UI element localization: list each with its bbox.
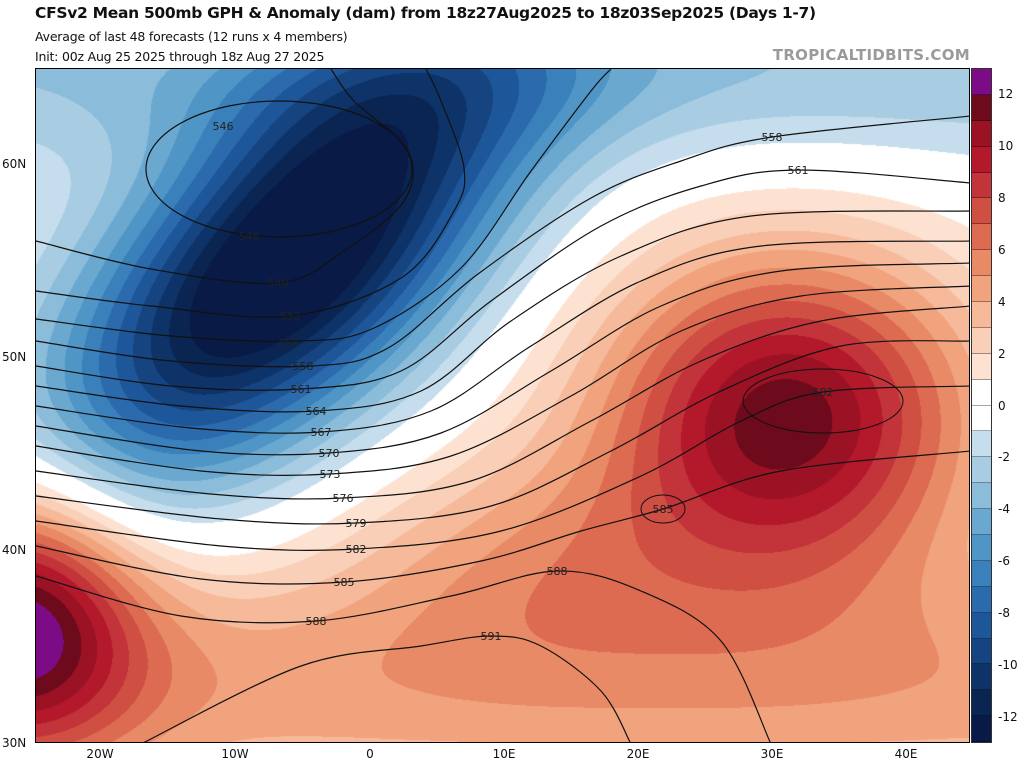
- colorbar-bin: [972, 560, 991, 587]
- contour-label: 558: [293, 360, 314, 373]
- colorbar-bin: [972, 405, 991, 432]
- lon-label-30e: 30E: [760, 747, 784, 761]
- contour-line: [36, 169, 969, 391]
- contour-line: [36, 69, 414, 285]
- lon-label-10e: 10E: [492, 747, 516, 761]
- contour-line: [143, 635, 631, 742]
- colorbar-bin: [972, 302, 991, 328]
- contour-line: [36, 240, 969, 434]
- lon-label-20w: 20W: [86, 747, 114, 761]
- lat-label-50n: 50N: [2, 350, 27, 364]
- colorbar-bin: [972, 379, 991, 406]
- colorbar-bin: [972, 353, 991, 380]
- contour-label: 561: [291, 383, 312, 396]
- anomaly-field: [36, 69, 969, 742]
- colorbar-bin: [972, 431, 991, 458]
- contour-label: 561: [788, 164, 809, 177]
- contour-line: [36, 69, 466, 318]
- contour-label: 564: [306, 405, 327, 418]
- height-contours: 546 546 549 552 555 558 561 564 567 570 573 576 579 5…: [36, 69, 969, 742]
- contour-label: 585: [334, 576, 355, 589]
- colorbar: [971, 68, 992, 743]
- colorbar-bin: [972, 250, 991, 277]
- contour-label: 570: [319, 447, 340, 460]
- contour-line: [36, 210, 969, 413]
- colorbar-bin: [972, 664, 991, 691]
- lat-label-60n: 60N: [2, 157, 27, 171]
- contour-line: [640, 494, 686, 524]
- colorbar-label: -2: [998, 450, 1010, 465]
- init-info: Init: 00z Aug 25 2025 through 18z Aug 27…: [35, 49, 325, 64]
- colorbar-label: 6: [998, 242, 1006, 257]
- contour-label: 552: [280, 310, 301, 323]
- contour-label: 579: [346, 517, 367, 530]
- colorbar-label: 2: [998, 346, 1006, 361]
- colorbar-bin: [972, 483, 991, 510]
- contour-label: 576: [333, 492, 354, 505]
- contour-label: 555: [279, 337, 300, 350]
- colorbar-label: -8: [998, 606, 1010, 621]
- contour-label: 549: [268, 277, 289, 290]
- contour-line: [36, 115, 969, 368]
- colorbar-label: 8: [998, 190, 1006, 205]
- colorbar-bin: [972, 94, 991, 121]
- colorbar-bin: [972, 276, 991, 303]
- colorbar-bin: [972, 509, 991, 536]
- lat-label-30n: 30N: [2, 736, 27, 750]
- colorbar-bin: [972, 120, 991, 147]
- colorbar-bin: [972, 69, 991, 95]
- lon-label-0: 0: [366, 747, 374, 761]
- contour-line: [36, 385, 969, 551]
- colorbar-bin: [972, 327, 991, 354]
- contour-line: [36, 262, 969, 456]
- contour-label: 588: [306, 615, 327, 628]
- contour-label: 585: [653, 503, 674, 516]
- colorbar-label: -10: [998, 658, 1018, 673]
- contour-label: 573: [320, 468, 341, 481]
- colorbar-bin: [972, 586, 991, 613]
- contour-line: [145, 100, 413, 238]
- contour-label: 591: [481, 630, 502, 643]
- contour-label: 588: [547, 565, 568, 578]
- contour-label: 558: [762, 131, 783, 144]
- colorbar-label: -6: [998, 554, 1010, 569]
- contour-line: [36, 305, 969, 500]
- colorbar-bin: [972, 457, 991, 484]
- watermark: TROPICALTIDBITS.COM: [772, 46, 970, 64]
- colorbar-label: 10: [998, 138, 1014, 153]
- colorbar-bin: [972, 172, 991, 199]
- colorbar-bin: [972, 638, 991, 665]
- colorbar-label: 4: [998, 294, 1006, 309]
- contour-label: 567: [311, 426, 332, 439]
- colorbar-bin: [972, 612, 991, 639]
- lon-label-20e: 20E: [626, 747, 650, 761]
- colorbar-bin: [972, 535, 991, 561]
- colorbar-bin: [972, 716, 991, 743]
- chart-subtitle: Average of last 48 forecasts (12 runs x …: [35, 29, 348, 44]
- colorbar-bin: [972, 690, 991, 717]
- contour-line: [36, 450, 969, 585]
- anomaly-map: 546 546 549 552 555 558 561 564 567 570 573 576 579 5…: [35, 68, 970, 743]
- colorbar-bin: [972, 146, 991, 173]
- colorbar-bin: [972, 198, 991, 225]
- lat-label-40n: 40N: [2, 543, 27, 557]
- contour-line: [36, 570, 771, 742]
- contour-line: [36, 285, 969, 476]
- chart-title: CFSv2 Mean 500mb GPH & Anomaly (dam) fro…: [35, 4, 816, 22]
- colorbar-label: 0: [998, 398, 1006, 413]
- contour-label: 546: [213, 120, 234, 133]
- contour-label: 582: [813, 386, 834, 399]
- colorbar-label: -4: [998, 502, 1010, 517]
- colorbar-label: -12: [998, 710, 1018, 725]
- contour-line: [742, 368, 904, 434]
- contour-line: [36, 69, 612, 342]
- lon-label-40e: 40E: [894, 747, 918, 761]
- contour-label: 582: [346, 543, 367, 556]
- colorbar-label: 12: [998, 86, 1014, 101]
- contour-label: 546: [239, 230, 260, 243]
- colorbar-bin: [972, 224, 991, 251]
- lon-label-10w: 10W: [221, 747, 249, 761]
- contour-line: [36, 340, 969, 525]
